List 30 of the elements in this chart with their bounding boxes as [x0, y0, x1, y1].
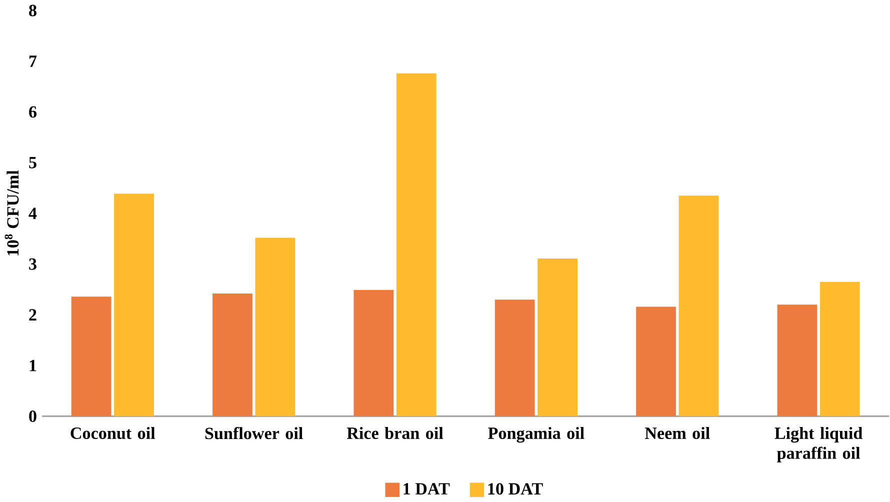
x-tick-label: Rice bran oil [346, 426, 444, 439]
y-tick-label: 3 [29, 258, 36, 270]
bar [777, 304, 818, 416]
y-tick-label: 5 [29, 156, 36, 168]
y-tick-label: 7 [29, 55, 37, 67]
bar [354, 290, 394, 416]
bar [538, 258, 578, 416]
bar [494, 299, 535, 416]
bar [678, 195, 719, 416]
bar [255, 238, 296, 416]
y-axis-title: 10$^{8}$ CFU/ml [4, 170, 19, 256]
bar [396, 73, 436, 416]
y-tick-label: 2 [29, 309, 36, 320]
y-tick-label: 6 [29, 106, 37, 118]
y-tick-label: 8 [29, 4, 36, 16]
x-tick-label: Coconut oil [70, 426, 156, 439]
x-tick-label: Light liquid paraffin oil [774, 426, 863, 462]
x-tick-label: Pongamia oil [488, 426, 584, 442]
legend-label: 1 DAT [404, 483, 450, 494]
x-tick-label: Neem oil [644, 426, 710, 439]
bar [212, 293, 252, 416]
y-tick-label: 0 [29, 410, 36, 422]
bar [114, 193, 154, 416]
legend-label: 10 DAT [488, 482, 543, 494]
y-tick-label: 1 [30, 360, 36, 372]
y-tick-label: 4 [28, 208, 37, 219]
bar [636, 306, 676, 416]
bar [71, 296, 112, 416]
x-tick-label: Sunflower oil [205, 426, 303, 440]
bar [820, 282, 860, 416]
